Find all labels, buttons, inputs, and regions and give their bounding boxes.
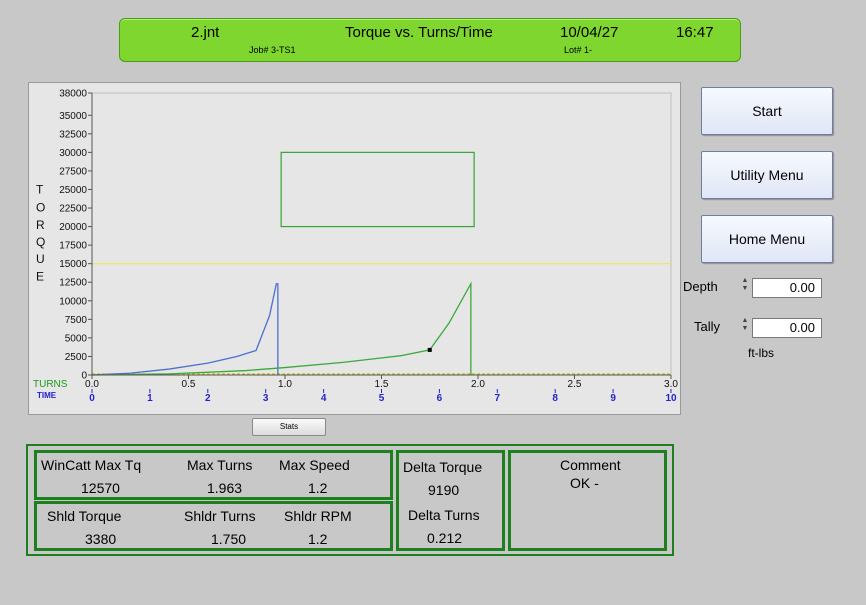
y-axis-label-letter: T [36,182,44,196]
y-tick-label: 20000 [59,222,87,233]
turns-tick-label: 3.0 [664,379,678,390]
depth-field[interactable]: 0.00 [752,278,822,298]
time-tick-label: 3 [263,393,269,404]
date-display: 10/04/27 [560,24,619,41]
y-tick-label: 5000 [65,333,88,344]
y-tick-label: 10000 [59,296,87,307]
y-tick-label: 30000 [59,148,87,159]
tally-label: Tally [694,319,721,334]
turns-tick-label: 2.0 [471,379,485,390]
y-tick-label: 15000 [59,259,87,270]
lot-number: Lot# 1- [564,45,593,55]
max-speed-value: 1.2 [308,480,328,496]
turns-tick-label: 2.5 [568,379,582,390]
max-speed-label: Max Speed [279,457,350,473]
y-axis-label-letter: U [36,252,45,266]
delta-values-box: Delta Torque 9190 Delta Turns 0.212 [396,450,505,551]
depth-spinner[interactable]: ▲ ▼ [741,277,749,292]
shldr-rpm-value: 1.2 [308,531,328,547]
time-tick-label: 0 [89,393,95,404]
comment-value: OK - [570,475,599,491]
y-axis-label-letter: Q [36,235,45,249]
time-tick-label: 10 [665,393,677,404]
job-number: Job# 3-TS1 [249,45,296,55]
time-tick-label: 7 [495,393,501,404]
delta-torque-value: 9190 [428,482,460,498]
y-tick-label: 32500 [59,129,87,140]
turns-tick-label: 0.0 [85,379,99,390]
series-line-1 [91,283,279,376]
time-display: 16:47 [676,24,714,41]
shoulder-values-box: Shld Torque Shldr Turns Shldr RPM 3380 1… [34,501,393,551]
y-tick-label: 2500 [65,352,88,363]
shldr-rpm-label: Shldr RPM [284,508,352,524]
torque-window [280,151,475,228]
comment-box: Comment OK - [508,450,667,551]
time-tick-label: 8 [552,393,558,404]
shld-torque-value: 3380 [85,531,117,547]
y-axis-label-letter: O [36,200,45,214]
y-tick-label: 22500 [59,204,87,215]
torque-chart: 0250050007500100001250015000175002000022… [33,89,678,405]
time-tick-label: 6 [437,393,443,404]
start-button[interactable]: Start [701,87,833,135]
header-banner: 2.jnt Torque vs. Turns/Time 10/04/27 16:… [119,18,741,62]
wincatt-max-tq-value: 12570 [81,480,120,496]
turns-tick-label: 1.5 [375,379,389,390]
y-tick-label: 12500 [59,278,87,289]
time-tick-label: 1 [147,393,153,404]
tally-spinner[interactable]: ▲ ▼ [741,317,749,332]
y-tick-label: 38000 [59,89,87,100]
shldr-turns-label: Shldr Turns [184,508,256,524]
y-tick-label: 0 [81,371,87,382]
depth-label: Depth [683,279,718,294]
utility-menu-button[interactable]: Utility Menu [701,151,833,199]
max-turns-label: Max Turns [187,457,253,473]
stats-button[interactable]: Stats [252,418,326,436]
max-turns-value: 1.963 [207,480,243,496]
time-tick-label: 2 [205,393,211,404]
series-line-2 [91,281,472,376]
turns-tick-label: 1.0 [278,379,292,390]
results-panel [26,444,674,556]
turns-tick-label: 0.5 [182,379,196,390]
delta-turns-value: 0.212 [427,530,463,546]
max-values-box: WinCatt Max Tq Max Turns Max Speed 12570… [34,450,393,500]
shoulder-marker [427,347,432,352]
torque-chart-panel: 0 2500 5000 7500 10000 12500 15000 17500 20000 22… [28,82,681,415]
chart-title: Torque vs. Turns/Time [345,24,493,41]
delta-torque-label: Delta Torque [403,459,483,475]
turns-axis-label: TURNS [33,379,68,390]
y-axis-label-letter: R [36,218,45,232]
time-tick-label: 5 [379,393,385,404]
y-tick-label: 35000 [59,111,87,122]
home-menu-button[interactable]: Home Menu [701,215,833,263]
time-tick-label: 9 [610,393,616,404]
y-tick-label: 25000 [59,185,87,196]
comment-label: Comment [560,457,621,473]
wincatt-max-tq-label: WinCatt Max Tq [41,457,142,473]
y-axis-label-letter: E [36,269,44,283]
delta-turns-label: Delta Turns [408,507,480,523]
unit-label: ft-lbs [748,346,775,360]
time-tick-label: 4 [321,393,327,404]
y-tick-label: 17500 [59,241,87,252]
tally-field[interactable]: 0.00 [752,318,822,338]
y-tick-label: 7500 [65,315,88,326]
time-axis-label: TIME [37,391,57,400]
y-tick-label: 27500 [59,166,87,177]
plot-area [91,92,672,376]
file-name: 2.jnt [191,24,220,41]
shldr-turns-value: 1.750 [211,531,247,547]
shld-torque-label: Shld Torque [47,508,122,524]
